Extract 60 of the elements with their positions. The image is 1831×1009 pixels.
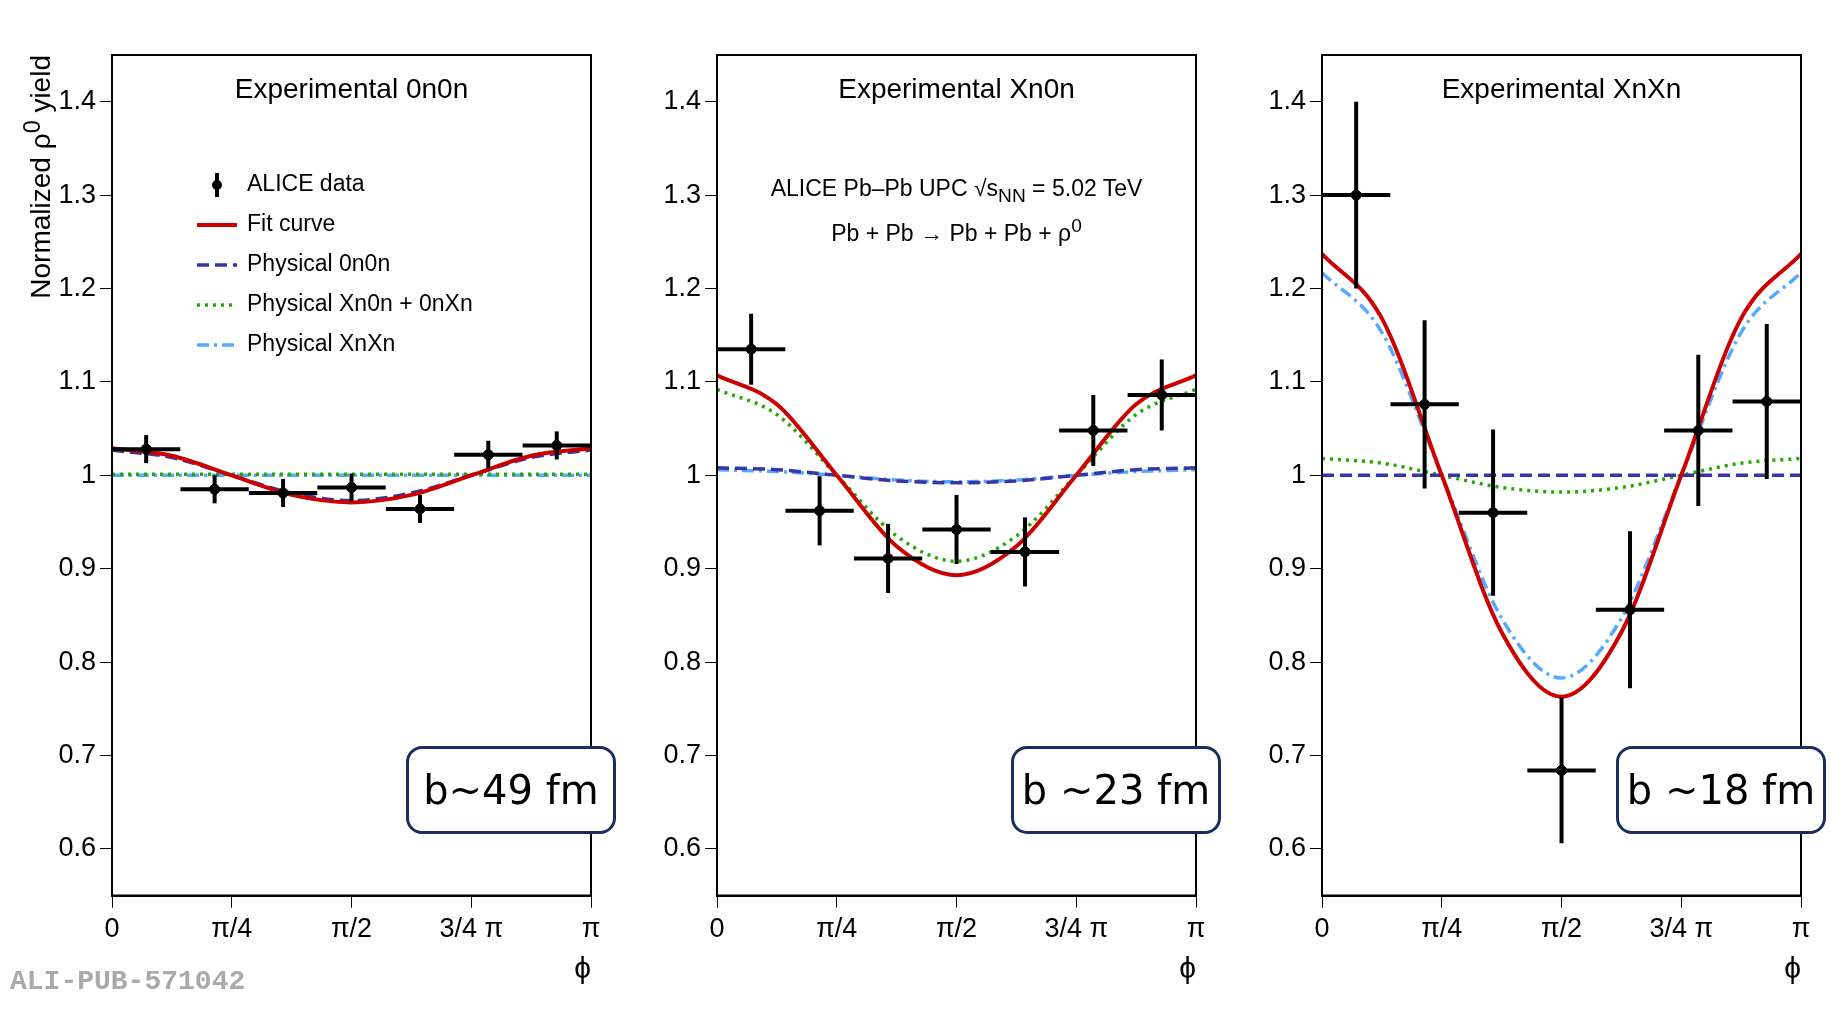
y-tick-label: 0.6 xyxy=(663,832,701,863)
y-tick-label: 1.3 xyxy=(1268,178,1306,209)
x-tick-label: π xyxy=(1186,913,1206,944)
y-tick-label: 1.1 xyxy=(1268,365,1306,396)
x-tick-label: 0 xyxy=(709,913,725,944)
y-tick-label: 1.2 xyxy=(663,271,701,302)
y-tick-label: 0.7 xyxy=(1268,738,1306,769)
legend-label: Physical 0n0n xyxy=(247,250,391,277)
x-tick-label: 3/4 π xyxy=(1044,913,1109,944)
annotation: Pb + Pb → Pb + Pb + ρ$^{0}$ xyxy=(830,215,1083,247)
text: ALI-PUB-571042 xyxy=(10,966,246,997)
legend-label: Fit curve xyxy=(247,210,336,237)
y-tick-label: 1.2 xyxy=(1268,271,1306,302)
y-tick-label: 0.9 xyxy=(1268,552,1306,583)
annotation: b ~23 fm xyxy=(1011,745,1221,834)
annotation: b ~18 fm xyxy=(1616,745,1826,834)
y-tick-label: 0.8 xyxy=(58,645,96,676)
x-tick-label: 0 xyxy=(104,913,120,944)
text: Experimental Xn0n xyxy=(837,73,1076,105)
y-tick-label: 0.7 xyxy=(663,738,701,769)
y-tick-label: 0.8 xyxy=(663,645,701,676)
x-axis-title: ϕ xyxy=(1784,951,1801,985)
y-tick-label: 0.8 xyxy=(1268,645,1306,676)
x-tick-label: π/4 xyxy=(211,913,253,944)
y-tick-label: 0.7 xyxy=(58,738,96,769)
annotation: ALICE Pb–Pb UPC √s$_{NN}$ = 5.02 TeV xyxy=(769,175,1144,207)
text: Experimental 0n0n xyxy=(233,73,470,105)
y-tick-label: 1.4 xyxy=(663,85,701,116)
line-series xyxy=(1322,456,1801,494)
y-tick-label: 1.4 xyxy=(58,85,96,116)
x-tick-label: π/4 xyxy=(816,913,858,944)
y-tick-label: 1.1 xyxy=(663,365,701,396)
x-tick-label: 0 xyxy=(1314,913,1330,944)
y-tick-label: 1.4 xyxy=(1268,85,1306,116)
x-tick-label: π/2 xyxy=(330,913,373,944)
y-tick-label: 1.1 xyxy=(58,365,96,396)
y-tick-label: 1.3 xyxy=(663,178,701,209)
y-tick-label: 1.3 xyxy=(58,178,96,209)
x-tick-label: 3/4 π xyxy=(1649,913,1714,944)
x-tick-label: π xyxy=(581,913,601,944)
y-tick-label: 1.2 xyxy=(58,271,96,302)
legend-label: Physical XnXn xyxy=(247,330,396,357)
y-tick-label: 1 xyxy=(80,458,96,489)
x-tick-label: 3/4 π xyxy=(439,913,504,944)
y-tick-label: 1 xyxy=(685,458,701,489)
x-tick-label: π/2 xyxy=(935,913,978,944)
annotation: b~49 fm xyxy=(406,745,616,834)
y-tick-label: 0.6 xyxy=(58,832,96,863)
legend-label: ALICE data xyxy=(247,170,365,197)
x-axis-title: ϕ xyxy=(1179,951,1196,985)
y-tick-label: 0.9 xyxy=(58,552,96,583)
x-tick-label: π/2 xyxy=(1540,913,1583,944)
y-tick-label: 0.6 xyxy=(1268,832,1306,863)
x-tick-label: π xyxy=(1791,913,1811,944)
legend-label: Physical Xn0n + 0nXn xyxy=(247,290,473,317)
x-axis-title: ϕ xyxy=(574,951,591,985)
y-tick-label: 0.9 xyxy=(663,552,701,583)
y-tick-label: 1 xyxy=(1290,458,1306,489)
text: Experimental XnXn xyxy=(1440,73,1683,105)
x-tick-label: π/4 xyxy=(1421,913,1463,944)
